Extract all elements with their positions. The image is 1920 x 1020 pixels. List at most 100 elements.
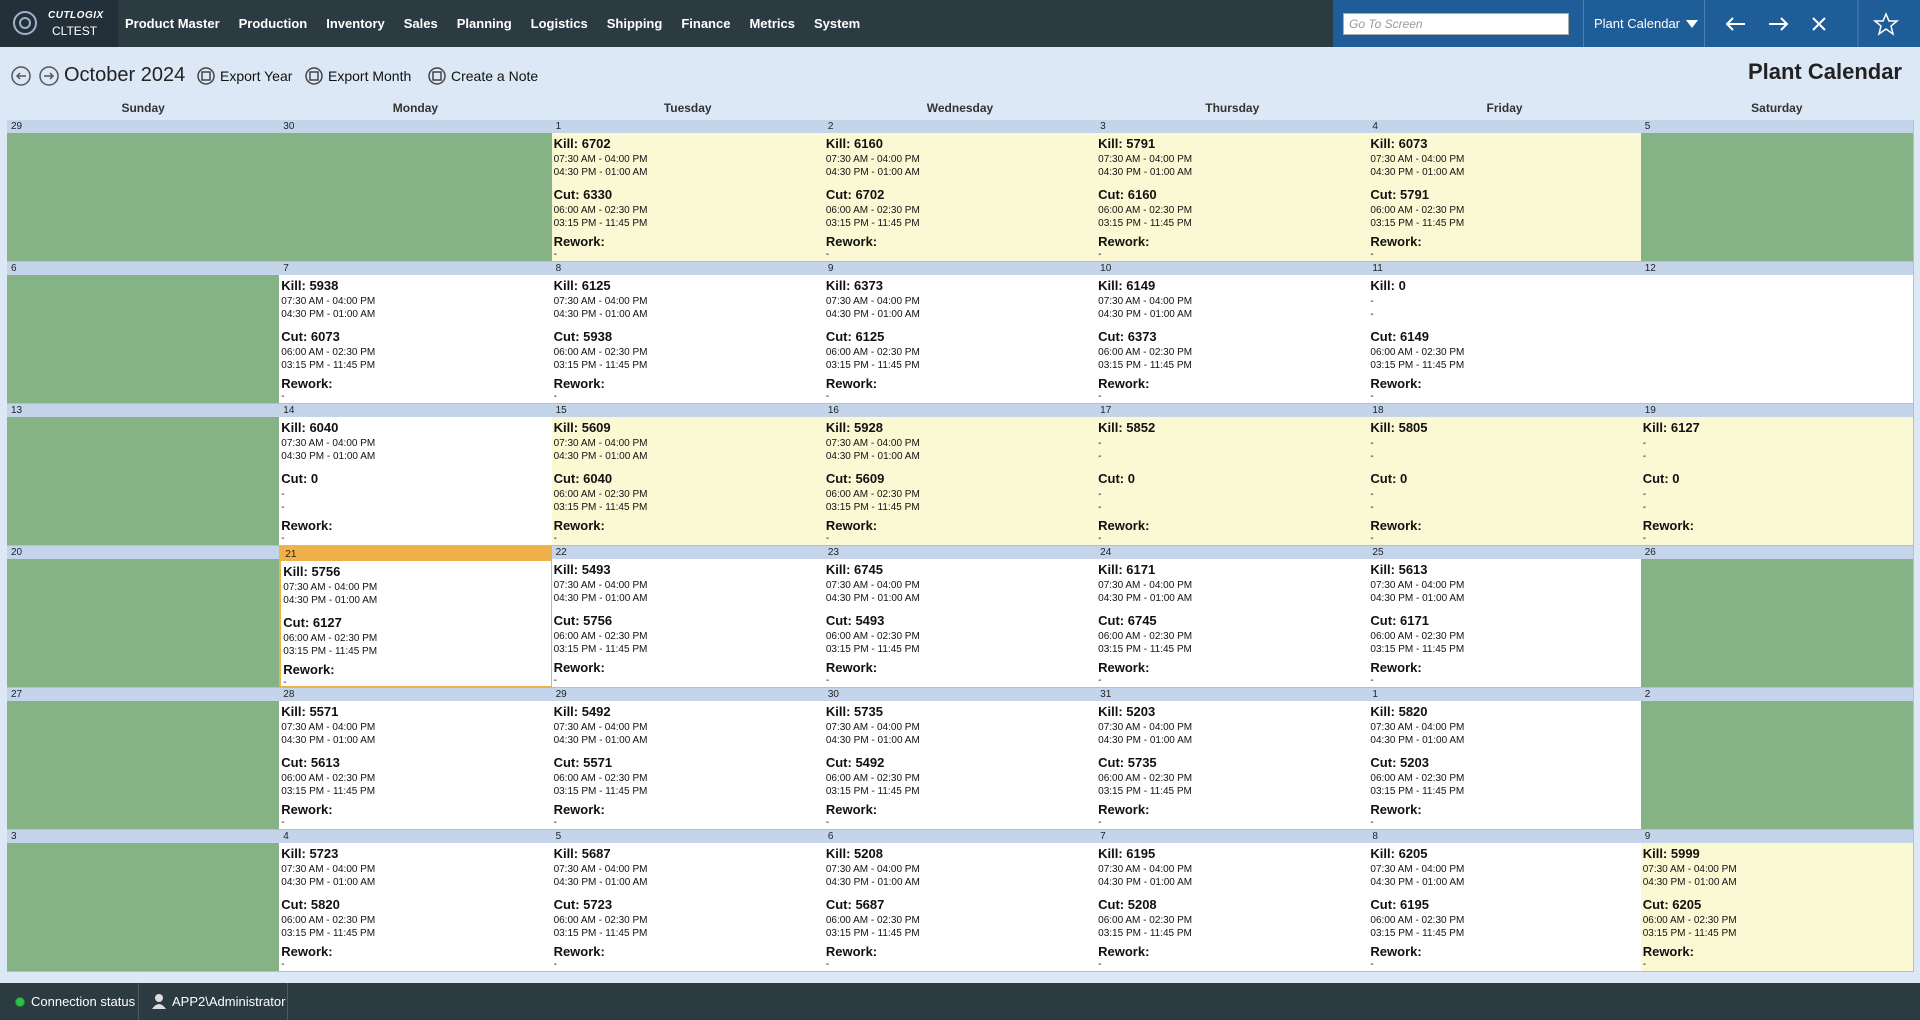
nav-item[interactable]: Inventory — [326, 16, 385, 31]
day-cell[interactable]: 1 Kill: 5820 07:30 AM - 04:00 PM 04:30 PM -… — [1368, 688, 1642, 830]
day-cell[interactable]: 18 Kill: 5805- - Cut: 0- - Rework: - — [1368, 404, 1642, 546]
user-label: APP2\Administrator — [172, 994, 286, 1009]
day-cell[interactable]: 3 Kill: 5791 07:30 AM - 04:00 PM 04:30 PM -… — [1096, 120, 1370, 262]
day-cell[interactable]: 27 — [7, 688, 281, 830]
cut-shift: 06:00 AM - 02:30 PM — [1370, 205, 1465, 216]
day-cell[interactable]: 16 Kill: 5928 07:30 AM - 04:00 PM 04:30 PM … — [823, 404, 1098, 546]
create-note-button[interactable]: Create a Note — [451, 68, 539, 84]
day-cell[interactable]: 7 Kill: 5938 07:30 AM - 04:00 PM 04:30 PM -… — [279, 262, 553, 404]
nav-item[interactable]: Product Master — [125, 16, 220, 31]
prev-month[interactable] — [11, 66, 31, 86]
cut-shift: 03:15 PM - 11:45 PM — [1098, 644, 1192, 655]
close-button[interactable] — [1812, 17, 1826, 31]
cut-total: Cut: 5609 — [825, 471, 885, 486]
rework-value: - — [825, 533, 830, 544]
cut-shift: 06:00 AM - 02:30 PM — [553, 205, 648, 216]
brand[interactable]: CUTLOGIX CLTEST — [0, 0, 118, 47]
day-cell[interactable]: 30 — [279, 120, 553, 262]
day-cell[interactable]: 20 — [7, 546, 281, 688]
day-cell[interactable]: 2 Kill: 6160 07:30 AM - 04:00 PM 04:30 PM -… — [823, 120, 1098, 262]
rework-value: - — [1098, 817, 1102, 828]
back-button[interactable] — [1725, 17, 1745, 31]
day-cell[interactable]: 15 Kill: 5609 07:30 AM - 04:00 PM 04:30 PM … — [551, 404, 825, 546]
day-cell[interactable]: 29 — [7, 120, 281, 262]
rework-label: Rework: — [553, 660, 605, 675]
day-cell[interactable]: 9 Kill: 6373 07:30 AM - 04:00 PM 04:30 PM -… — [823, 262, 1098, 404]
day-cell[interactable]: 26 — [1640, 546, 1914, 688]
cut-shift: 06:00 AM - 02:30 PM — [281, 915, 376, 926]
day-cell[interactable]: 6 Kill: 5208 07:30 AM - 04:00 PM 04:30 PM -… — [823, 830, 1098, 972]
day-cell[interactable]: 1 Kill: 6702 07:30 AM - 04:00 PM 04:30 PM -… — [551, 120, 825, 262]
day-cell[interactable]: 12 — [1640, 262, 1914, 404]
day-cell[interactable]: 6 — [7, 262, 281, 404]
rework-value: - — [553, 533, 557, 544]
cut-shift: - — [1370, 489, 1374, 500]
screen-select[interactable]: Plant Calendar — [1583, 0, 1705, 47]
rework-value: - — [1098, 533, 1102, 544]
day-cell[interactable]: 13 — [7, 404, 281, 546]
weekday-label: Saturday — [1751, 101, 1803, 115]
kill-shift: 07:30 AM - 04:00 PM — [825, 864, 920, 875]
cut-total: Cut: 5208 — [1098, 897, 1157, 912]
kill-total: Kill: 6160 — [825, 136, 883, 151]
nav-item[interactable]: Finance — [681, 16, 731, 31]
day-cell[interactable]: 17 Kill: 5852- - Cut: 0- - Rework: - — [1096, 404, 1370, 546]
search-input[interactable]: Go To Screen — [1343, 13, 1569, 35]
cut-shift: 03:15 PM - 11:45 PM — [553, 928, 648, 939]
nav-item[interactable]: Production — [238, 16, 308, 31]
day-cell[interactable]: 24 Kill: 6171 07:30 AM - 04:00 PM 04:30 PM … — [1096, 546, 1370, 688]
day-cell[interactable]: 8 Kill: 6205 07:30 AM - 04:00 PM 04:30 PM -… — [1368, 830, 1642, 972]
day-cell[interactable]: 23 Kill: 6745 07:30 AM - 04:00 PM 04:30 PM … — [823, 546, 1098, 688]
cut-shift: 06:00 AM - 02:30 PM — [1098, 773, 1193, 784]
kill-shift: 04:30 PM - 01:00 AM — [553, 593, 648, 604]
day-cell[interactable]: 7 Kill: 6195 07:30 AM - 04:00 PM 04:30 PM -… — [1096, 830, 1370, 972]
export-month-button[interactable]: Export Month — [328, 68, 412, 84]
favorite-button[interactable] — [1872, 12, 1900, 36]
day-cell[interactable]: 4 Kill: 6073 07:30 AM - 04:00 PM 04:30 PM -… — [1368, 120, 1642, 262]
day-cell[interactable]: 29 Kill: 5492 07:30 AM - 04:00 PM 04:30 PM … — [551, 688, 825, 830]
export-year-button[interactable]: Export Year — [220, 68, 293, 84]
cut-total: Cut: 6373 — [1098, 329, 1157, 344]
day-cell[interactable]: 8 Kill: 6125 07:30 AM - 04:00 PM 04:30 PM -… — [551, 262, 825, 404]
rework-value: - — [1370, 959, 1374, 970]
day-cell[interactable]: 19 Kill: 6127- - Cut: 0- - Rework: - — [1640, 404, 1914, 546]
kill-total: Kill: 6195 — [1098, 846, 1156, 861]
next-month[interactable] — [39, 66, 59, 86]
day-cell[interactable]: 5 — [1640, 120, 1914, 262]
day-cell[interactable]: 11 Kill: 0 - - Cut: 6149 06:00 AM - 02:30 PM 0… — [1368, 262, 1642, 404]
dropdown-caret — [1686, 20, 1698, 28]
date-label: 30 — [279, 120, 552, 133]
nav-item[interactable]: Metrics — [749, 16, 795, 31]
toolbar-icons — [197, 67, 446, 85]
date-label: 28 — [279, 688, 552, 701]
toolbar: October 2024 Export Year Export Month Cr… — [0, 55, 1920, 95]
nav-item[interactable]: Planning — [456, 16, 512, 31]
day-cell[interactable]: 4 Kill: 5723 07:30 AM - 04:00 PM 04:30 PM -… — [279, 830, 553, 972]
day-cell[interactable]: 22 Kill: 5493 07:30 AM - 04:00 PM 04:30 PM … — [551, 546, 825, 688]
day-cell[interactable]: 2 — [1640, 688, 1914, 830]
forward-button[interactable] — [1769, 17, 1789, 31]
nav-item[interactable]: Sales — [403, 16, 438, 31]
day-cell[interactable]: 30 Kill: 5735 07:30 AM - 04:00 PM 04:30 PM … — [823, 688, 1098, 830]
rework-value: - — [283, 677, 287, 688]
cut-shift: 03:15 PM - 11:45 PM — [825, 644, 920, 655]
day-cell[interactable]: 14 Kill: 6040 07:30 AM - 04:00 PM 04:30 PM … — [279, 404, 553, 546]
day-cell[interactable]: 3 — [7, 830, 281, 972]
cut-shift: 06:00 AM - 02:30 PM — [553, 915, 648, 926]
day-cell[interactable]: 5 Kill: 5687 07:30 AM - 04:00 PM 04:30 PM -… — [551, 830, 825, 972]
nav-item[interactable]: System — [813, 16, 861, 31]
kill-total: Kill: 6073 — [1370, 136, 1428, 151]
day-cell[interactable]: 31 Kill: 5203 07:30 AM - 04:00 PM 04:30 PM … — [1096, 688, 1370, 830]
user-info[interactable]: APP2\Administrator — [139, 983, 288, 1020]
nav-item[interactable]: Logistics — [530, 16, 588, 31]
connection-status[interactable]: Connection status — [0, 983, 139, 1020]
cut-total: Cut: 5492 — [825, 755, 885, 770]
cut-shift: 06:00 AM - 02:30 PM — [1370, 915, 1465, 926]
kill-total: Kill: 6745 — [825, 562, 883, 577]
day-cell[interactable]: 10 Kill: 6149 07:30 AM - 04:00 PM 04:30 PM … — [1096, 262, 1370, 404]
day-cell[interactable]: 25 Kill: 5613 07:30 AM - 04:00 PM 04:30 PM … — [1368, 546, 1642, 688]
day-cell[interactable]: 9 Kill: 5999 07:30 AM - 04:00 PM 04:30 PM -… — [1640, 830, 1914, 972]
day-cell[interactable]: 28 Kill: 5571 07:30 AM - 04:00 PM 04:30 PM … — [279, 688, 553, 830]
day-cell[interactable]: 21 Kill: 5756 07:30 AM - 04:00 PM 04:30 PM … — [279, 546, 553, 688]
nav-item[interactable]: Shipping — [606, 16, 663, 31]
